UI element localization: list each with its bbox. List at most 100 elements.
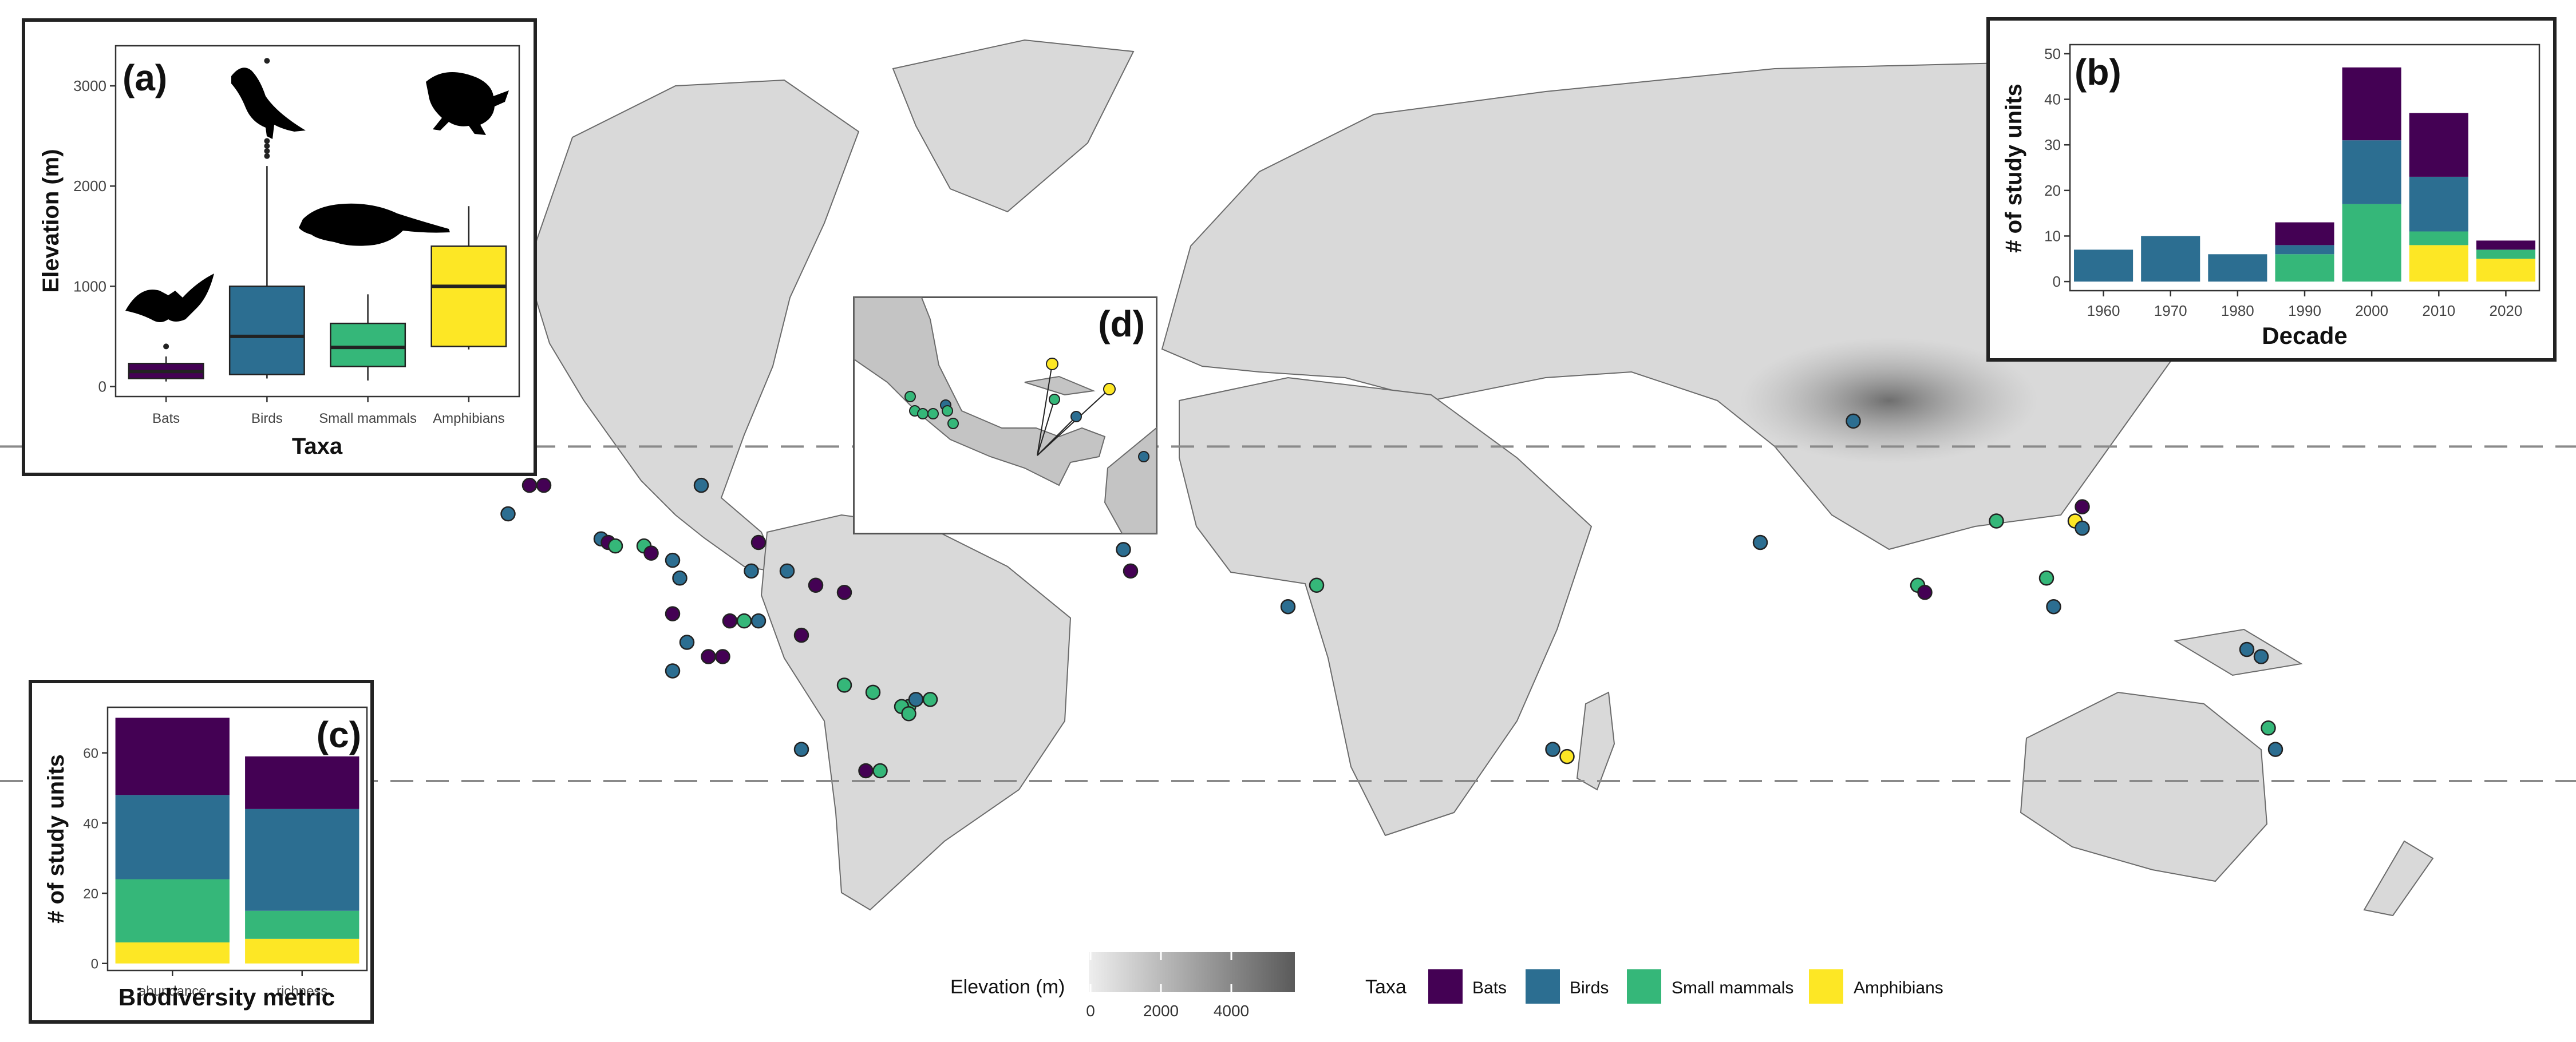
site-point-small-mammals bbox=[901, 706, 916, 722]
elevation-legend-title: Elevation (m) bbox=[950, 976, 1065, 998]
x-tick-label: Birds bbox=[251, 411, 283, 426]
site-point-birds bbox=[908, 692, 924, 707]
site-point-birds bbox=[793, 742, 809, 757]
x-tick-label: 1990 bbox=[2288, 302, 2321, 319]
x-tick-label: 2000 bbox=[2355, 302, 2388, 319]
y-tick-label: 10 bbox=[2044, 227, 2061, 244]
site-point-bats bbox=[2075, 499, 2090, 514]
site-point-birds bbox=[1116, 542, 1131, 557]
inset-point bbox=[942, 405, 953, 417]
site-point-small-mammals bbox=[736, 613, 752, 629]
y-tick-label: 20 bbox=[2044, 182, 2061, 199]
study-site-points bbox=[500, 413, 2283, 779]
site-point-bats bbox=[808, 577, 824, 593]
inset-point bbox=[1049, 394, 1060, 405]
x-tick-label: 1980 bbox=[2221, 302, 2254, 319]
panel-a-y-label: Elevation (m) bbox=[38, 149, 64, 292]
bar-2010-bats bbox=[2409, 113, 2468, 177]
box-outlier bbox=[264, 148, 270, 154]
y-tick-label: 50 bbox=[2044, 45, 2061, 62]
panel-b-x-label: Decade bbox=[2262, 322, 2347, 349]
x-tick-label: richness bbox=[276, 984, 327, 999]
site-point-birds bbox=[2046, 599, 2061, 615]
box-amphibians bbox=[430, 206, 507, 350]
site-point-bats bbox=[643, 545, 659, 561]
panel-c-y-label: # of study units bbox=[44, 754, 69, 924]
panel-a-label: (a) bbox=[123, 57, 167, 98]
site-point-birds bbox=[672, 570, 688, 586]
site-point-small-mammals bbox=[872, 763, 888, 779]
legend-label-bats: Bats bbox=[1472, 978, 1507, 997]
site-point-birds bbox=[750, 613, 767, 629]
legends: Elevation (m) 0 2000 4000 Taxa Bats Bird… bbox=[950, 952, 1943, 1020]
box-iqr bbox=[228, 286, 305, 375]
box-outlier bbox=[264, 143, 270, 149]
box-bats bbox=[128, 343, 204, 382]
site-point-small-mammals bbox=[922, 692, 938, 707]
panel-c-x-axis: abundance richness bbox=[139, 970, 327, 999]
y-tick-label: 30 bbox=[2044, 136, 2061, 153]
panel-b-bars bbox=[2074, 67, 2535, 282]
panel-a-x-axis: Bats Birds Small mammals Amphibians bbox=[152, 397, 505, 426]
y-tick-label: 40 bbox=[2044, 91, 2061, 108]
legend-swatch-amphibians bbox=[1809, 969, 1843, 1004]
bar-1980-birds bbox=[2208, 254, 2267, 282]
box-iqr bbox=[330, 322, 406, 367]
elevation-tick-2000: 2000 bbox=[1143, 1002, 1179, 1020]
site-point-birds bbox=[665, 663, 681, 679]
x-tick-label: 1970 bbox=[2154, 302, 2187, 319]
bar-abundance-birds bbox=[115, 795, 230, 879]
site-point-birds bbox=[500, 506, 516, 522]
site-point-small-mammals bbox=[1309, 577, 1325, 593]
bar-2000-small-mammals bbox=[2342, 204, 2401, 282]
land-greenland bbox=[892, 39, 1135, 213]
land-australia bbox=[2020, 691, 2268, 882]
box-birds bbox=[228, 58, 305, 379]
site-point-small-mammals bbox=[865, 684, 881, 700]
panel-c-y-axis: 0 20 40 60 bbox=[83, 746, 108, 972]
himalaya-shading bbox=[1740, 338, 2038, 463]
bar-2010-amphibians bbox=[2409, 245, 2468, 282]
site-point-birds bbox=[744, 563, 759, 579]
panel-c-x-label: Biodiversity metric bbox=[118, 984, 335, 1011]
site-point-small-mammals bbox=[1989, 513, 2004, 529]
site-point-birds bbox=[2267, 742, 2283, 757]
inset-point bbox=[927, 408, 939, 419]
site-point-bats bbox=[1123, 563, 1139, 579]
site-point-birds bbox=[1846, 413, 1861, 429]
land-new-zealand bbox=[2363, 840, 2434, 917]
site-point-birds bbox=[1752, 534, 1768, 550]
y-tick-label: 1000 bbox=[73, 278, 106, 295]
bar-2010-birds bbox=[2409, 176, 2468, 232]
elevation-colorbar bbox=[1089, 952, 1295, 992]
panel-b-y-label: # of study units bbox=[2001, 84, 2026, 253]
amphibian-silhouette-icon bbox=[426, 72, 509, 135]
inset-d-points bbox=[904, 358, 1149, 462]
y-tick-label: 2000 bbox=[73, 177, 106, 195]
inset-point bbox=[1103, 383, 1116, 395]
panel-b-plot: 0 10 20 30 40 50 1960 1970 1980 1990 2000 2010 2020… bbox=[2001, 43, 2541, 349]
land-africa bbox=[1179, 377, 1593, 837]
bar-richness-birds bbox=[245, 809, 359, 911]
land-north-america bbox=[526, 79, 860, 573]
bar-abundance-amphibians bbox=[115, 942, 230, 964]
inset-d-central-america: (d) bbox=[853, 296, 1157, 534]
panel-b-y-axis: 0 10 20 30 40 50 bbox=[2044, 45, 2070, 290]
bar-abundance-small-mammals bbox=[115, 879, 230, 942]
site-point-bats bbox=[521, 477, 538, 493]
x-tick-label: Bats bbox=[152, 411, 180, 426]
legend-label-small-mammals: Small mammals bbox=[1672, 978, 1793, 997]
legend-swatch-birds bbox=[1526, 969, 1560, 1004]
site-point-bats bbox=[793, 627, 809, 643]
site-point-birds bbox=[1280, 599, 1296, 615]
site-point-bats bbox=[1917, 585, 1933, 600]
panel-b: 0 10 20 30 40 50 1960 1970 1980 1990 2000 2010 2020… bbox=[1986, 17, 2557, 362]
bar-2010-small-mammals bbox=[2409, 231, 2468, 245]
site-point-birds bbox=[779, 563, 795, 579]
legend-label-amphibians: Amphibians bbox=[1854, 978, 1943, 997]
x-tick-label: 2020 bbox=[2490, 302, 2523, 319]
site-point-bats bbox=[722, 613, 738, 629]
inset-point bbox=[917, 408, 929, 419]
bar-1960-birds bbox=[2074, 249, 2134, 282]
